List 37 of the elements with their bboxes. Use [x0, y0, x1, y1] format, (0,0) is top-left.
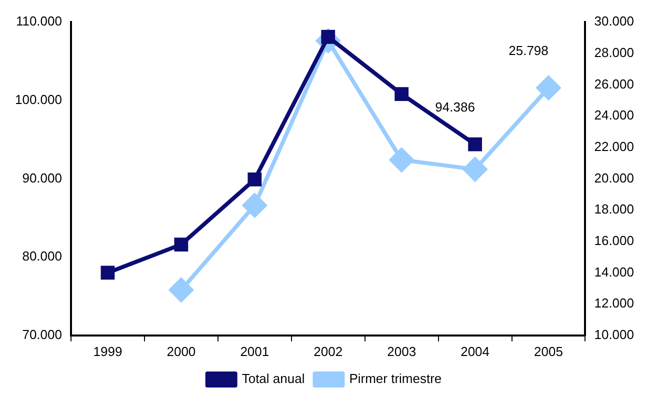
y-tick-label: 70.000	[22, 326, 62, 342]
y-tick-label: 110.000	[16, 14, 62, 29]
y2-tick-label: 14.000	[594, 264, 634, 280]
y-tick-label: 80.000	[22, 248, 62, 264]
y-tick-label: 90.000	[22, 170, 62, 186]
point	[242, 193, 267, 218]
y2-tick-label: 20.000	[594, 170, 634, 186]
point	[463, 157, 488, 182]
y2-tick-label: 22.000	[594, 138, 634, 154]
y2-tick-label: 18.000	[594, 202, 634, 217]
point	[536, 76, 561, 100]
y2-tick-label: 30.000	[594, 14, 634, 29]
x-tick-label: 2002	[314, 344, 343, 359]
point	[174, 238, 188, 252]
y2-tick-label: 10.000	[594, 326, 634, 342]
point	[248, 172, 262, 186]
x-tick-label: 2003	[387, 344, 416, 359]
legend-label: Total anual	[242, 371, 305, 386]
x-tick-label: 2005	[534, 344, 563, 359]
legend-label: Pirmer trimestre	[349, 371, 442, 386]
point	[390, 148, 414, 172]
data-label: 25.798	[508, 42, 548, 58]
y2-tick-label: 26.000	[594, 76, 634, 92]
point	[169, 278, 194, 302]
y2-tick-label: 12.000	[594, 296, 634, 311]
x-tick-label: 2001	[240, 344, 270, 359]
point	[100, 266, 115, 280]
y2-tick-label: 16.000	[594, 232, 634, 248]
data-label: 94.386	[435, 99, 475, 114]
y2-tick-label: 28.000	[594, 44, 634, 60]
y2-tick-label: 24.000	[594, 108, 634, 123]
point	[468, 137, 482, 152]
point	[394, 87, 409, 102]
x-tick-label: 1999	[93, 344, 122, 359]
y-tick-label: 100.000	[14, 92, 62, 107]
x-tick-label: 2000	[166, 344, 196, 359]
x-tick-label: 2004	[460, 344, 490, 359]
